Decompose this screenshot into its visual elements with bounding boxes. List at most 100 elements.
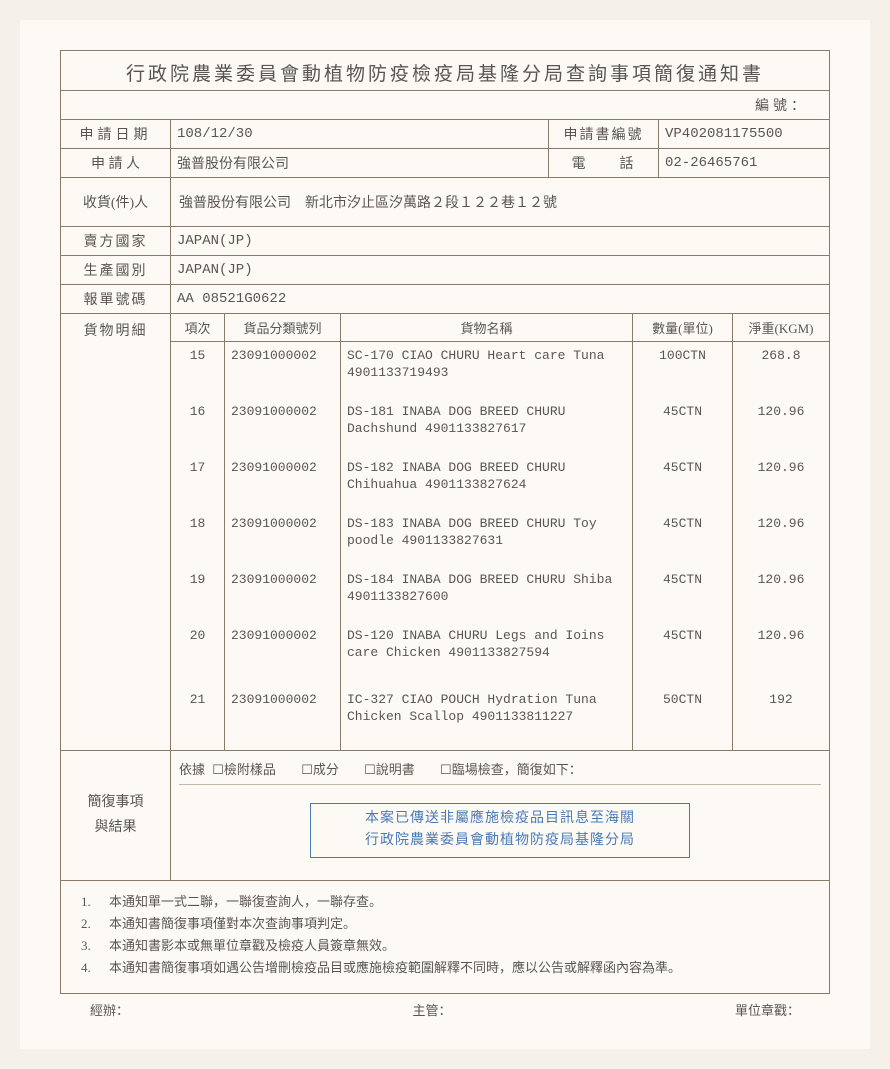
note-item: 1.本通知單一式二聯，一聯復查詢人，一聯存查。 xyxy=(81,891,809,913)
footer: 經辦： 主管： 單位章戳： xyxy=(60,994,830,1019)
row-recipient: 收貨(件)人 強普股份有限公司 新北市汐止區汐萬路２段１２２巷１２號 xyxy=(61,178,829,227)
col-item: 項次 xyxy=(171,314,225,341)
label-seal: 單位章戳： xyxy=(735,1000,800,1019)
value-form-no: VP402081175500 xyxy=(659,120,829,148)
row-seller-country: 賣方國家 JAPAN(JP) xyxy=(61,227,829,256)
goods-cell: 45CTN xyxy=(633,454,732,510)
note-item: 2.本通知書簡復事項僅對本次查詢事項判定。 xyxy=(81,913,809,935)
note-item: 3.本通知書影本或無單位章戳及檢疫人員簽章無效。 xyxy=(81,935,809,957)
row-apply-date: 申請日期 108/12/30 申請書編號 VP402081175500 xyxy=(61,120,829,149)
goods-cell: 120.96 xyxy=(733,398,829,454)
goods-cell: 23091000002 xyxy=(225,566,340,622)
value-recipient: 強普股份有限公司 新北市汐止區汐萬路２段１２２巷１２號 xyxy=(171,178,829,226)
label-apply-date: 申請日期 xyxy=(61,120,171,148)
col-weight: 淨重(KGM) xyxy=(733,314,829,341)
row-decl-no: 報單號碼 AA 08521G0622 xyxy=(61,285,829,314)
label-recipient: 收貨(件)人 xyxy=(61,178,171,226)
goods-cell: 23091000002 xyxy=(225,454,340,510)
label-basis: 依據 xyxy=(179,762,205,777)
goods-section: 貨物明細 項次 貨品分類號列 貨物名稱 數量(單位) 淨重(KGM) 15161… xyxy=(61,314,829,751)
note-item: 4.本通知書簡復事項如遇公告增刪檢疫品目或應施檢疫範圍解釋不同時，應以公告或解釋… xyxy=(81,957,809,979)
row-applicant: 申 請 人 強普股份有限公司 電 話 02-26465761 xyxy=(61,149,829,178)
label-goods: 貨物明細 xyxy=(61,314,171,750)
goods-cell: DS-181 INABA DOG BREED CHURU Dachshund 4… xyxy=(341,398,632,454)
label-supervisor: 主管： xyxy=(412,1000,451,1019)
goods-cell: 23091000002 xyxy=(225,622,340,686)
goods-cell: 17 xyxy=(171,454,224,510)
reply-basis-row: 依據 ☐檢附樣品 ☐成分 ☐說明書 ☐臨場檢查，簡復如下： xyxy=(179,755,821,785)
checkbox-onsite: ☐臨場檢查，簡復如下： xyxy=(440,762,582,777)
notes-section: 1.本通知單一式二聯，一聯復查詢人，一聯存查。2.本通知書簡復事項僅對本次查詢事… xyxy=(61,881,829,993)
outer-frame: 行政院農業委員會動植物防疫檢疫局基隆分局查詢事項簡復通知書 編號： 申請日期 1… xyxy=(60,50,830,994)
note-number: 3. xyxy=(81,935,109,957)
note-text: 本通知書簡復事項如遇公告增刪檢疫品目或應施檢疫範圍解釋不同時，應以公告或解釋函內… xyxy=(109,957,809,979)
goods-cell: 21 xyxy=(171,686,224,750)
reply-section: 簡復事項與結果 依據 ☐檢附樣品 ☐成分 ☐說明書 ☐臨場檢查，簡復如下： 本案… xyxy=(61,751,829,881)
goods-cell: 120.96 xyxy=(733,622,829,686)
note-text: 本通知書影本或無單位章戳及檢疫人員簽章無效。 xyxy=(109,935,809,957)
goods-cell: 45CTN xyxy=(633,510,732,566)
goods-cell: 23091000002 xyxy=(225,686,340,750)
document-page: 行政院農業委員會動植物防疫檢疫局基隆分局查詢事項簡復通知書 編號： 申請日期 1… xyxy=(20,20,870,1049)
goods-cell: SC-170 CIAO CHURU Heart care Tuna 490113… xyxy=(341,342,632,398)
stamp-box: 本案已傳送非屬應施檢疫品目訊息至海關 行政院農業委員會動植物防疫局基隆分局 xyxy=(310,803,690,858)
goods-cell: DS-182 INABA DOG BREED CHURU Chihuahua 4… xyxy=(341,454,632,510)
goods-cell: 268.8 xyxy=(733,342,829,398)
label-prod-country: 生產國別 xyxy=(61,256,171,284)
goods-cell: 23091000002 xyxy=(225,510,340,566)
page-title: 行政院農業委員會動植物防疫檢疫局基隆分局查詢事項簡復通知書 xyxy=(61,51,829,91)
col-class: 貨品分類號列 xyxy=(225,314,341,341)
goods-cell: 18 xyxy=(171,510,224,566)
reply-body: 依據 ☐檢附樣品 ☐成分 ☐說明書 ☐臨場檢查，簡復如下： 本案已傳送非屬應施檢… xyxy=(171,751,829,880)
note-number: 1. xyxy=(81,891,109,913)
label-seller-country: 賣方國家 xyxy=(61,227,171,255)
goods-table: 項次 貨品分類號列 貨物名稱 數量(單位) 淨重(KGM) 1516171819… xyxy=(171,314,829,750)
value-apply-date: 108/12/30 xyxy=(171,120,549,148)
goods-cell: 15 xyxy=(171,342,224,398)
value-seller-country: JAPAN(JP) xyxy=(171,227,829,255)
label-reply: 簡復事項與結果 xyxy=(61,751,171,880)
label-form-no: 申請書編號 xyxy=(549,120,659,148)
goods-cell: 120.96 xyxy=(733,510,829,566)
col-qty: 數量(單位) xyxy=(633,314,733,341)
checkbox-sample: ☐檢附樣品 xyxy=(212,762,276,777)
row-prod-country: 生產國別 JAPAN(JP) xyxy=(61,256,829,285)
goods-cell: 192 xyxy=(733,686,829,750)
value-phone: 02-26465761 xyxy=(659,149,829,177)
note-text: 本通知書簡復事項僅對本次查詢事項判定。 xyxy=(109,913,809,935)
goods-header: 項次 貨品分類號列 貨物名稱 數量(單位) 淨重(KGM) xyxy=(171,314,829,342)
goods-cell: 45CTN xyxy=(633,398,732,454)
goods-cell: DS-120 INABA CHURU Legs and Ioins care C… xyxy=(341,622,632,686)
reference-number-label: 編號： xyxy=(61,91,829,120)
label-applicant: 申 請 人 xyxy=(61,149,171,177)
checkbox-ingredient: ☐成分 xyxy=(301,762,339,777)
goods-cell: 23091000002 xyxy=(225,398,340,454)
value-decl-no: AA 08521G0622 xyxy=(171,285,829,313)
goods-cell: IC-327 CIAO POUCH Hydration Tuna Chicken… xyxy=(341,686,632,750)
goods-cell: 19 xyxy=(171,566,224,622)
note-number: 4. xyxy=(81,957,109,979)
goods-cell: 23091000002 xyxy=(225,342,340,398)
goods-cell: 45CTN xyxy=(633,566,732,622)
goods-body: 15161718192021 2309100000223091000002230… xyxy=(171,342,829,750)
stamp-line2: 行政院農業委員會動植物防疫局基隆分局 xyxy=(319,830,681,852)
checkbox-manual: ☐說明書 xyxy=(364,762,415,777)
stamp-line1: 本案已傳送非屬應施檢疫品目訊息至海關 xyxy=(319,808,681,830)
goods-cell: 20 xyxy=(171,622,224,686)
goods-cell: DS-183 INABA DOG BREED CHURU Toy poodle … xyxy=(341,510,632,566)
value-applicant: 強普股份有限公司 xyxy=(171,149,549,177)
goods-cell: DS-184 INABA DOG BREED CHURU Shiba 49011… xyxy=(341,566,632,622)
goods-cell: 120.96 xyxy=(733,454,829,510)
goods-cell: 120.96 xyxy=(733,566,829,622)
goods-cell: 45CTN xyxy=(633,622,732,686)
value-prod-country: JAPAN(JP) xyxy=(171,256,829,284)
note-text: 本通知單一式二聯，一聯復查詢人，一聯存查。 xyxy=(109,891,809,913)
goods-cell: 50CTN xyxy=(633,686,732,750)
label-decl-no: 報單號碼 xyxy=(61,285,171,313)
goods-cell: 16 xyxy=(171,398,224,454)
note-number: 2. xyxy=(81,913,109,935)
goods-cell: 100CTN xyxy=(633,342,732,398)
label-handler: 經辦： xyxy=(90,1000,129,1019)
label-phone: 電 話 xyxy=(549,149,659,177)
col-name: 貨物名稱 xyxy=(341,314,633,341)
